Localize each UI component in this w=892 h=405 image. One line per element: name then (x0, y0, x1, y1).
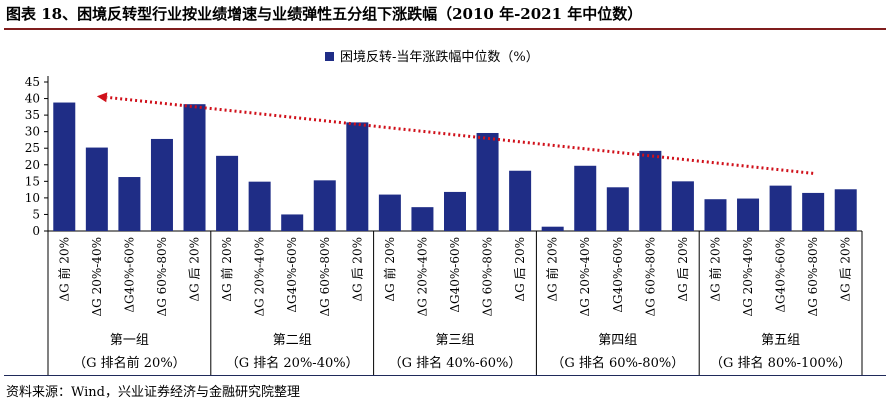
group-name: 第四组 (598, 333, 637, 348)
source-note: 资料来源：Wind，兴业证券经济与金融研究院整理 (6, 385, 300, 400)
legend: 困境反转-当年涨跌幅中位数（%） (325, 49, 539, 65)
bar (671, 181, 694, 231)
y-tick-label: 0 (32, 224, 40, 238)
bars (53, 102, 857, 231)
x-tick-label: ΔG40%-60% (448, 237, 462, 313)
x-tick-label: ΔG 后 20% (188, 237, 202, 302)
x-tick-label: ΔG40%-60% (774, 237, 788, 313)
y-tick-label: 40 (25, 92, 40, 106)
x-tick-labels: ΔG 前 20% ΔG 20%-40% ΔG40%-60% ΔG 60%-80% ΔG … (56, 237, 852, 316)
bar (639, 150, 662, 231)
x-tick-label: ΔG 60%-80% (806, 237, 820, 316)
x-tick-label: ΔG 后 20% (513, 237, 527, 302)
bar (769, 185, 792, 231)
y-tick-label: 25 (25, 141, 40, 155)
bar (216, 155, 239, 231)
group-name: 第二组 (273, 333, 312, 348)
y-tick-label: 10 (25, 191, 40, 205)
x-tick-label: ΔG 60%-80% (481, 237, 495, 316)
bar (183, 104, 206, 231)
y-tick-label: 20 (25, 158, 40, 172)
x-tick-label: ΔG 20%-40% (578, 237, 592, 316)
bar (606, 187, 629, 231)
group-range: （G 排名 60%-80%） (551, 355, 684, 371)
bar (118, 177, 141, 231)
y-tick-label: 5 (32, 207, 40, 221)
legend-label: 困境反转-当年涨跌幅中位数（%） (340, 49, 539, 65)
x-tick-label: ΔG40%-60% (611, 237, 625, 313)
bar (574, 165, 597, 231)
trend-arrow (96, 92, 814, 175)
x-tick-label: ΔG 前 20% (56, 237, 71, 302)
x-tick-label: ΔG 60%-80% (643, 237, 657, 316)
x-tick-label: ΔG 前 20% (382, 237, 397, 302)
group-range: （G 排名 20%-40%） (226, 355, 359, 371)
x-tick-label: ΔG40%-60% (285, 237, 299, 313)
y-axis: 0 5 10 15 20 25 30 35 40 45 (25, 75, 862, 238)
bar (313, 180, 336, 231)
x-tick-label: ΔG 前 20% (707, 237, 722, 302)
bar (411, 207, 434, 231)
bar (281, 214, 304, 231)
y-tick-label: 15 (25, 174, 40, 188)
bar (834, 189, 857, 231)
x-tick-label: ΔG 前 20% (219, 237, 234, 302)
trend-arrowhead (96, 92, 108, 103)
y-tick-label: 45 (25, 75, 40, 89)
y-tick-label: 30 (25, 125, 40, 139)
bar (444, 191, 466, 231)
x-tick-label: ΔG 后 20% (676, 237, 690, 302)
group-range: （G 排名 40%-60%） (389, 355, 522, 371)
group-range: （G 排名前 20%） (73, 355, 186, 371)
x-tick-label: ΔG 后 20% (839, 237, 853, 302)
bar (150, 138, 173, 231)
group-name: 第五组 (761, 333, 800, 348)
x-tick-label: ΔG 60%-80% (318, 237, 332, 316)
chart-title: 图表 18、困境反转型行业按业绩增速与业绩弹性五分组下涨跌幅（2010 年-20… (6, 5, 643, 23)
bar (737, 198, 760, 231)
bar (509, 170, 532, 231)
group-labels: 第一组 （G 排名前 20%） 第二组 （G 排名 20%-40%） 第三组 （G 排名 … (47, 231, 863, 375)
group-name: 第三组 (435, 333, 474, 348)
bar (802, 192, 825, 231)
trend-line (106, 95, 814, 175)
x-tick-label: ΔG 后 20% (350, 237, 364, 302)
x-tick-label: ΔG 20%-40% (90, 237, 104, 316)
footer-rule (4, 375, 886, 376)
bar (346, 122, 369, 231)
bar (704, 199, 727, 231)
bar (53, 102, 76, 231)
x-tick-label: ΔG 20%-40% (741, 237, 755, 316)
group-name: 第一组 (110, 333, 149, 348)
bar (378, 194, 401, 231)
x-tick-label: ΔG 前 20% (545, 237, 560, 302)
x-tick-label: ΔG40%-60% (122, 237, 136, 313)
group-range: （G 排名 80%-100%） (710, 355, 851, 371)
x-tick-label: ΔG 20%-40% (253, 237, 267, 316)
title-rule (4, 28, 886, 30)
bar (541, 226, 564, 231)
x-tick-label: ΔG 20%-40% (415, 237, 429, 316)
y-tick-label: 35 (25, 108, 40, 122)
bar (85, 147, 108, 231)
x-tick-label: ΔG 60%-80% (155, 237, 169, 316)
bar (476, 132, 499, 231)
legend-swatch (325, 52, 334, 61)
bar (248, 181, 271, 231)
